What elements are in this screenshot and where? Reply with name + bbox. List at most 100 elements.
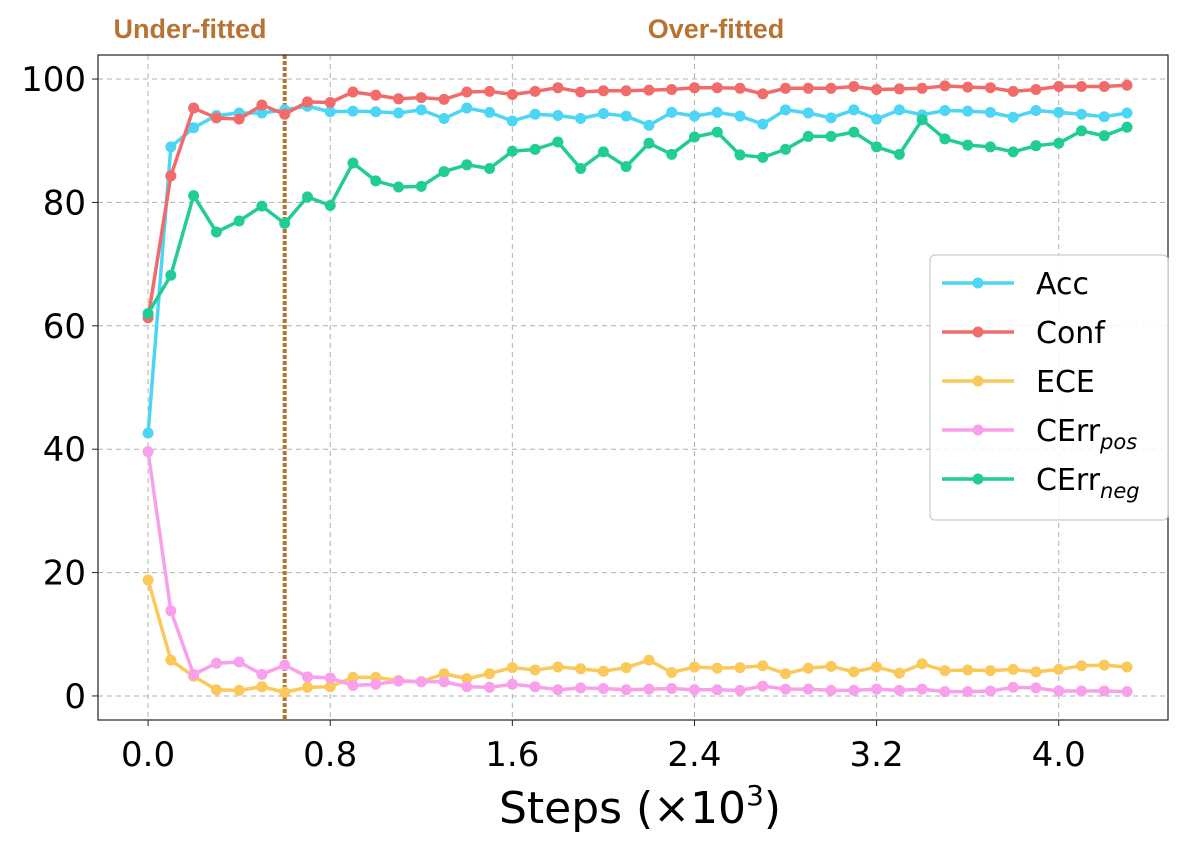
legend-box — [929, 254, 1169, 521]
data-point — [734, 662, 746, 674]
x-axis-label: Steps (×103) — [499, 779, 781, 834]
data-point — [1098, 685, 1110, 697]
data-point — [256, 668, 268, 680]
data-point — [757, 151, 769, 163]
data-point — [848, 104, 860, 116]
data-point — [916, 82, 928, 94]
data-point — [620, 110, 632, 122]
data-point — [1053, 80, 1065, 92]
data-point — [1121, 686, 1133, 698]
data-point — [825, 130, 837, 142]
data-point — [461, 681, 473, 693]
data-point — [461, 102, 473, 114]
data-point — [893, 667, 905, 679]
data-point — [1098, 659, 1110, 671]
data-point — [461, 86, 473, 98]
data-point — [802, 82, 814, 94]
legend-label: Conf — [1036, 316, 1106, 351]
data-point — [529, 664, 541, 676]
data-point — [529, 143, 541, 155]
data-point — [711, 126, 723, 138]
data-point — [415, 92, 427, 104]
legend-label: ECE — [1036, 365, 1095, 400]
series-conf — [142, 79, 1133, 324]
data-point — [484, 106, 496, 118]
data-point — [802, 662, 814, 674]
data-point — [1098, 130, 1110, 142]
data-point — [279, 108, 291, 120]
data-point — [1098, 80, 1110, 92]
data-point — [279, 659, 291, 671]
data-point — [666, 148, 678, 160]
data-point — [188, 122, 200, 134]
data-point — [256, 107, 268, 119]
data-point — [233, 215, 245, 227]
data-point — [165, 269, 177, 281]
data-point — [552, 109, 564, 121]
x-tick-label: 0.0 — [121, 735, 175, 775]
data-point — [711, 684, 723, 696]
data-point — [1053, 106, 1065, 118]
data-point — [506, 662, 518, 674]
data-point — [1030, 84, 1042, 96]
y-tick-label: 0 — [64, 677, 86, 717]
data-point — [802, 683, 814, 695]
data-point — [620, 85, 632, 97]
data-point — [347, 671, 359, 683]
data-point — [825, 660, 837, 672]
data-point — [893, 104, 905, 116]
data-point — [484, 163, 496, 175]
data-point — [916, 683, 928, 695]
data-point — [529, 108, 541, 120]
data-point — [871, 661, 883, 673]
data-point — [871, 84, 883, 96]
data-point — [688, 131, 700, 143]
data-point — [529, 85, 541, 97]
series-line — [146, 579, 1128, 694]
series-lines — [142, 79, 1133, 698]
data-point — [597, 146, 609, 158]
data-point — [1007, 146, 1019, 158]
data-point — [620, 161, 632, 173]
data-point — [461, 673, 473, 685]
data-point — [1030, 682, 1042, 694]
x-tick-label: 4.0 — [1032, 735, 1086, 775]
legend: Acc Conf ECE CErrpos CErrneg — [929, 254, 1169, 521]
x-tick-label: 3.2 — [850, 735, 904, 775]
data-point — [620, 684, 632, 696]
data-point — [484, 668, 496, 680]
data-point — [1098, 111, 1110, 123]
data-point — [1030, 105, 1042, 117]
data-point — [643, 119, 655, 131]
data-point — [575, 113, 587, 125]
data-point — [597, 665, 609, 677]
data-point — [848, 126, 860, 138]
data-point — [757, 680, 769, 692]
data-point — [506, 88, 518, 100]
data-point — [620, 662, 632, 674]
data-point — [1053, 663, 1065, 675]
data-point — [848, 80, 860, 92]
data-point — [962, 664, 974, 676]
data-point — [233, 656, 245, 668]
data-point — [1007, 111, 1019, 123]
data-point — [575, 86, 587, 98]
series-ece — [142, 574, 1133, 698]
y-axis-ticks: 0 20 40 60 80 100 — [21, 60, 98, 717]
data-point — [279, 686, 291, 698]
data-point — [347, 679, 359, 691]
data-point — [165, 170, 177, 182]
data-point — [415, 180, 427, 192]
over-fitted-label: Over-fitted — [648, 14, 785, 44]
data-point — [393, 93, 405, 105]
data-point — [916, 114, 928, 126]
data-point — [552, 661, 564, 673]
legend-label: Acc — [1036, 267, 1089, 302]
data-point — [438, 668, 450, 680]
data-point — [1121, 107, 1133, 119]
legend-marker — [972, 326, 984, 338]
data-point — [142, 446, 154, 458]
y-tick-label: 100 — [21, 60, 86, 100]
data-point — [1075, 685, 1087, 697]
data-point — [438, 166, 450, 178]
